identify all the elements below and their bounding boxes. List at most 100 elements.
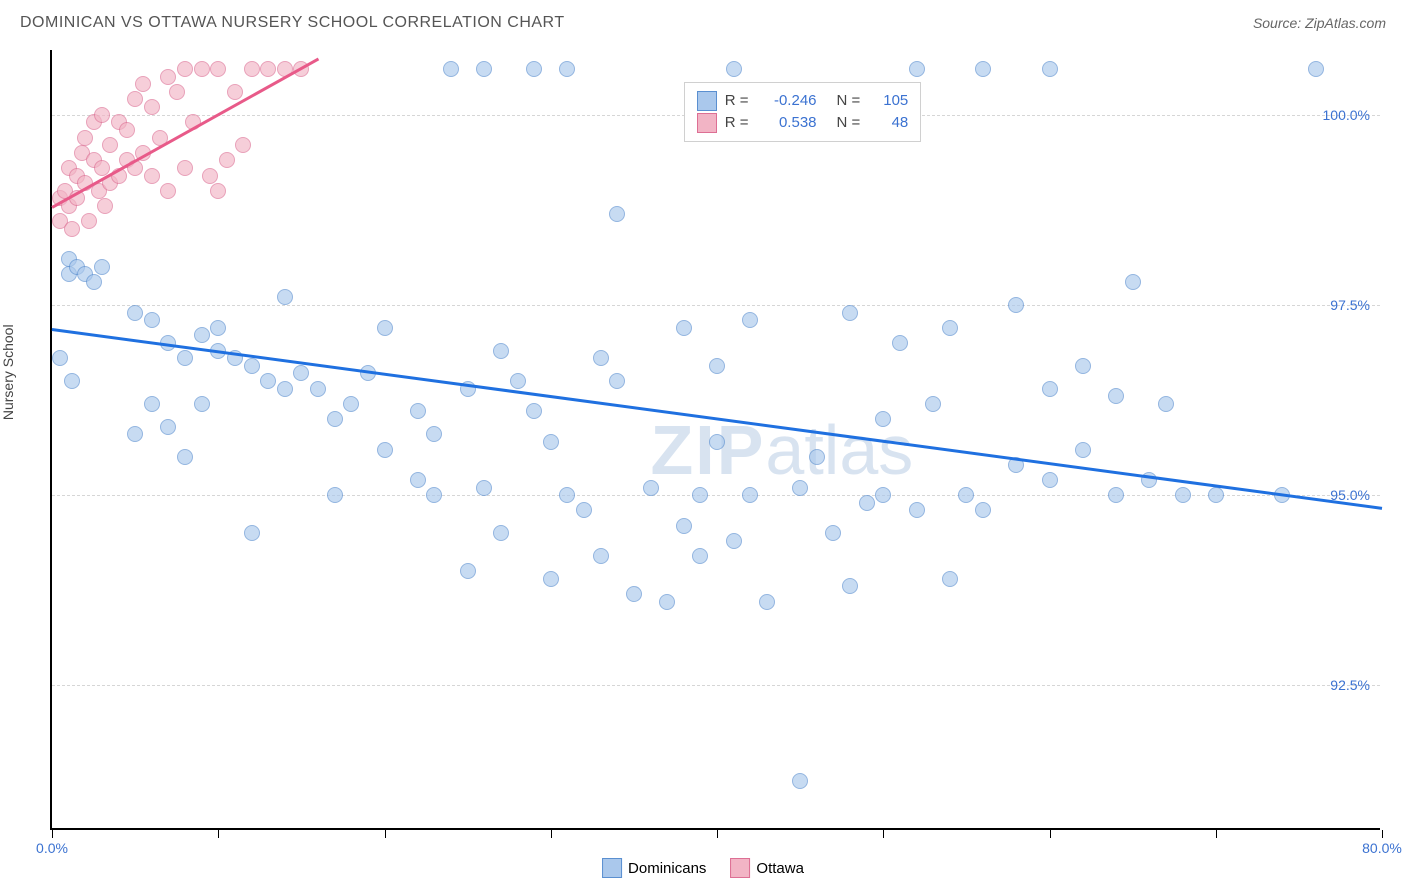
legend-swatch: [730, 858, 750, 878]
chart-container: Nursery School 92.5%95.0%97.5%100.0%0.0%…: [0, 40, 1406, 880]
data-point-dominicans: [676, 320, 692, 336]
data-point-dominicans: [875, 487, 891, 503]
data-point-dominicans: [52, 350, 68, 366]
data-point-dominicans: [792, 773, 808, 789]
data-point-dominicans: [942, 571, 958, 587]
data-point-ottawa: [210, 61, 226, 77]
data-point-ottawa: [144, 99, 160, 115]
data-point-dominicans: [177, 350, 193, 366]
data-point-dominicans: [410, 403, 426, 419]
data-point-dominicans: [177, 449, 193, 465]
data-point-dominicans: [277, 381, 293, 397]
x-tick-label: 0.0%: [36, 840, 68, 856]
data-point-dominicans: [942, 320, 958, 336]
data-point-dominicans: [709, 434, 725, 450]
data-point-dominicans: [493, 525, 509, 541]
data-point-dominicans: [144, 312, 160, 328]
legend-swatch: [697, 113, 717, 133]
data-point-dominicans: [1042, 381, 1058, 397]
data-point-dominicans: [194, 396, 210, 412]
data-point-dominicans: [293, 365, 309, 381]
data-point-dominicans: [1158, 396, 1174, 412]
data-point-dominicans: [86, 274, 102, 290]
data-point-dominicans: [726, 533, 742, 549]
legend-swatch: [602, 858, 622, 878]
chart-header: DOMINICAN VS OTTAWA NURSERY SCHOOL CORRE…: [0, 0, 1406, 40]
trend-line-dominicans: [52, 328, 1382, 509]
data-point-ottawa: [144, 168, 160, 184]
data-point-dominicans: [1208, 487, 1224, 503]
data-point-ottawa: [160, 69, 176, 85]
data-point-dominicans: [676, 518, 692, 534]
gridline: [52, 305, 1380, 306]
bottom-legend: Dominicans Ottawa: [602, 858, 804, 878]
data-point-dominicans: [692, 487, 708, 503]
data-point-dominicans: [127, 305, 143, 321]
n-value: 105: [872, 92, 908, 109]
r-value: -0.246: [761, 92, 817, 109]
data-point-ottawa: [160, 183, 176, 199]
data-point-dominicans: [260, 373, 276, 389]
legend-swatch: [697, 91, 717, 111]
data-point-ottawa: [177, 61, 193, 77]
data-point-ottawa: [119, 122, 135, 138]
data-point-dominicans: [194, 327, 210, 343]
data-point-dominicans: [327, 411, 343, 427]
data-point-ottawa: [127, 91, 143, 107]
data-point-ottawa: [227, 84, 243, 100]
bottom-legend-label: Dominicans: [628, 860, 706, 877]
data-point-ottawa: [260, 61, 276, 77]
data-point-dominicans: [1075, 442, 1091, 458]
data-point-dominicans: [144, 396, 160, 412]
data-point-ottawa: [177, 160, 193, 176]
data-point-dominicans: [759, 594, 775, 610]
data-point-dominicans: [310, 381, 326, 397]
data-point-dominicans: [692, 548, 708, 564]
data-point-ottawa: [210, 183, 226, 199]
data-point-ottawa: [219, 152, 235, 168]
n-label: N =: [837, 114, 861, 131]
r-value: 0.538: [761, 114, 817, 131]
data-point-dominicans: [1175, 487, 1191, 503]
data-point-dominicans: [210, 320, 226, 336]
data-point-dominicans: [842, 578, 858, 594]
bottom-legend-item: Dominicans: [602, 858, 706, 878]
x-tick: [551, 830, 552, 838]
x-tick: [1382, 830, 1383, 838]
data-point-dominicans: [426, 426, 442, 442]
y-tick-label: 100.0%: [1323, 107, 1370, 123]
data-point-dominicans: [526, 403, 542, 419]
data-point-dominicans: [460, 563, 476, 579]
data-point-ottawa: [169, 84, 185, 100]
data-point-dominicans: [975, 61, 991, 77]
data-point-dominicans: [493, 343, 509, 359]
data-point-dominicans: [742, 312, 758, 328]
data-point-dominicans: [343, 396, 359, 412]
stats-legend: R =-0.246N =105R =0.538N =48: [684, 82, 922, 142]
data-point-dominicans: [559, 487, 575, 503]
data-point-ottawa: [64, 221, 80, 237]
data-point-dominicans: [609, 373, 625, 389]
data-point-dominicans: [543, 434, 559, 450]
data-point-ottawa: [235, 137, 251, 153]
stats-legend-row: R =0.538N =48: [697, 113, 909, 133]
y-tick-label: 97.5%: [1330, 297, 1370, 313]
plot-area: 92.5%95.0%97.5%100.0%0.0%80.0%ZIPatlasR …: [50, 50, 1380, 830]
data-point-dominicans: [593, 350, 609, 366]
y-axis-label: Nursery School: [0, 324, 16, 420]
data-point-dominicans: [742, 487, 758, 503]
bottom-legend-label: Ottawa: [756, 860, 804, 877]
data-point-ottawa: [244, 61, 260, 77]
data-point-ottawa: [102, 137, 118, 153]
data-point-dominicans: [410, 472, 426, 488]
data-point-ottawa: [94, 107, 110, 123]
data-point-dominicans: [476, 480, 492, 496]
x-tick: [1216, 830, 1217, 838]
data-point-dominicans: [244, 525, 260, 541]
data-point-dominicans: [1308, 61, 1324, 77]
data-point-dominicans: [1108, 388, 1124, 404]
data-point-dominicans: [1008, 297, 1024, 313]
data-point-dominicans: [659, 594, 675, 610]
data-point-dominicans: [909, 61, 925, 77]
data-point-dominicans: [64, 373, 80, 389]
